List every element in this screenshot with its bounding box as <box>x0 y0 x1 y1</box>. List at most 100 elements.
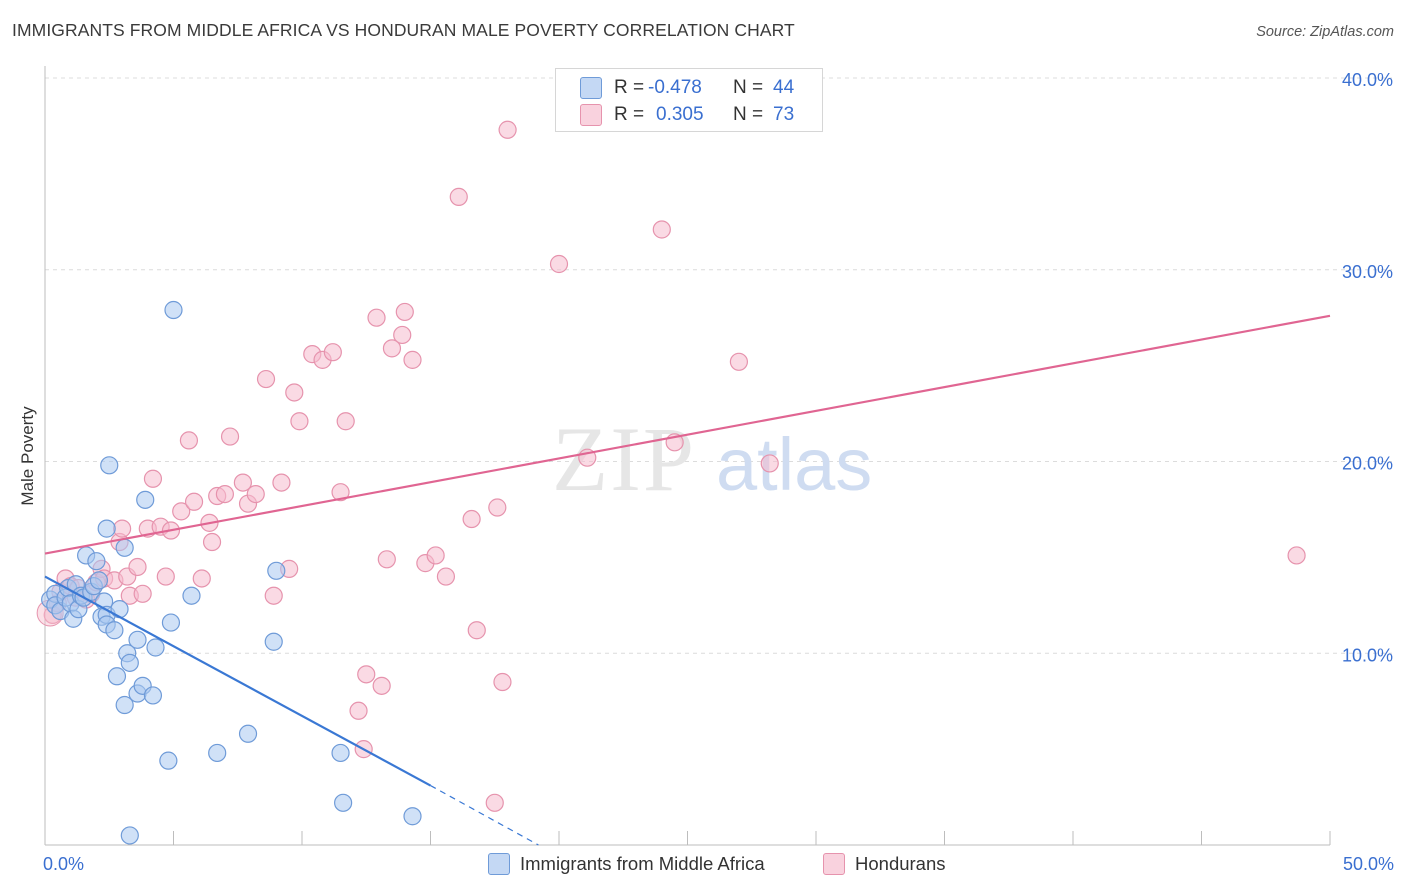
honduran-point <box>256 369 276 389</box>
legend-n-value: 44 <box>773 77 795 98</box>
honduran-point <box>323 343 342 362</box>
middle-africa-point <box>136 490 155 509</box>
middle-africa-point <box>267 561 286 580</box>
middle-africa-point <box>110 600 129 619</box>
y-tick-label: 10.0% <box>1342 645 1393 665</box>
honduran-point <box>498 120 517 139</box>
honduran-point <box>395 302 414 322</box>
y-tick-label: 30.0% <box>1342 262 1393 282</box>
honduran-point <box>485 793 504 812</box>
middle-africa-point <box>87 552 106 571</box>
honduran-point <box>377 550 396 569</box>
middle-africa-trend-line <box>44 575 432 787</box>
honduran-point <box>382 339 402 358</box>
middle-africa-point <box>120 653 139 672</box>
middle-africa-point <box>115 695 134 715</box>
legend-r-value: 0.305 <box>656 104 704 125</box>
middle-africa-point <box>120 826 139 845</box>
middle-africa-point <box>97 519 116 538</box>
hondurans-trend-line <box>44 314 1331 555</box>
middle-africa-point <box>164 300 183 320</box>
honduran-point <box>488 498 507 517</box>
x-tick-label: 0.0% <box>43 854 84 874</box>
legend-swatch-pink <box>580 104 602 126</box>
honduran-point <box>760 454 779 473</box>
source-label: Source: ZipAtlas.com <box>1256 24 1394 40</box>
honduran-point <box>393 325 412 345</box>
honduran-point <box>1287 546 1306 565</box>
middle-africa-point <box>115 538 134 557</box>
honduran-point <box>349 701 368 720</box>
honduran-point <box>449 187 468 206</box>
watermark: ZIP atlas <box>552 408 872 510</box>
middle-africa-trend-extension <box>430 785 539 846</box>
middle-africa-point <box>331 743 350 763</box>
middle-africa-point <box>334 793 353 812</box>
honduran-point <box>172 502 191 521</box>
middle-africa-point <box>143 686 163 705</box>
middle-africa-point <box>107 667 127 686</box>
honduran-point <box>143 469 163 488</box>
axes <box>44 66 1331 846</box>
legend-n-label: N = <box>733 104 764 125</box>
legend-swatch-blue <box>580 77 602 99</box>
honduran-point <box>133 584 152 603</box>
middle-africa-point <box>100 456 119 475</box>
honduran-point <box>426 546 445 565</box>
middle-africa-point <box>105 621 124 640</box>
honduran-point <box>233 473 252 492</box>
bottom-legend-swatch-blue <box>488 853 510 875</box>
grid-lines <box>45 77 1392 654</box>
y-axis-label: Male Poverty <box>18 406 37 506</box>
y-tick-label: 20.0% <box>1342 454 1393 474</box>
honduran-point <box>462 509 481 529</box>
y-tick-label: 40.0% <box>1342 70 1393 90</box>
honduran-point <box>549 254 569 274</box>
tick-labels: 10.0% 20.0% 30.0% 40.0% 0.0% 50.0% <box>43 70 1394 874</box>
legend-n-label: N = <box>733 77 764 98</box>
middle-africa-point <box>128 630 147 649</box>
bottom-legend-swatch-pink <box>823 853 845 875</box>
honduran-point <box>215 484 234 504</box>
middle-africa-point <box>146 638 165 657</box>
middle-africa-point <box>238 724 258 743</box>
honduran-point <box>264 586 283 605</box>
honduran-point <box>184 492 204 511</box>
middle-africa-point <box>89 571 109 590</box>
honduran-point <box>372 676 391 695</box>
honduran-point <box>729 352 749 371</box>
honduran-point <box>357 665 376 684</box>
honduran-point <box>156 567 175 586</box>
honduran-point <box>336 412 355 431</box>
middle-africa-point <box>208 743 227 763</box>
honduran-point <box>467 621 486 640</box>
honduran-point <box>246 484 265 504</box>
honduran-point <box>272 473 291 492</box>
honduran-point <box>652 220 671 239</box>
honduran-point <box>192 569 211 588</box>
honduran-point <box>367 308 386 327</box>
trend-lines <box>44 314 1331 846</box>
honduran-point <box>290 412 309 431</box>
honduran-point <box>493 672 512 692</box>
legend-n-value: 73 <box>773 104 795 125</box>
honduran-point <box>220 427 240 446</box>
middle-africa-point <box>161 613 181 632</box>
honduran-point <box>403 350 422 369</box>
honduran-point <box>202 532 222 552</box>
watermark-zip: ZIP <box>552 408 696 510</box>
honduran-point <box>436 567 456 586</box>
middle-africa-points <box>41 300 422 845</box>
legend-r-label: R = <box>614 104 645 125</box>
middle-africa-point <box>182 586 201 605</box>
middle-africa-point <box>159 751 178 770</box>
chart-title: IMMIGRANTS FROM MIDDLE AFRICA VS HONDURA… <box>12 20 795 40</box>
honduran-point <box>179 431 199 450</box>
honduran-point <box>331 483 350 502</box>
x-tick-label: 50.0% <box>1343 854 1394 874</box>
middle-africa-point <box>264 632 283 651</box>
honduran-point <box>112 519 132 538</box>
bottom-legend-label: Immigrants from Middle Africa <box>520 853 765 874</box>
middle-africa-point <box>403 807 422 826</box>
correlation-legend: R = -0.478 N = 44 R = 0.305 N = 73 <box>555 68 823 132</box>
